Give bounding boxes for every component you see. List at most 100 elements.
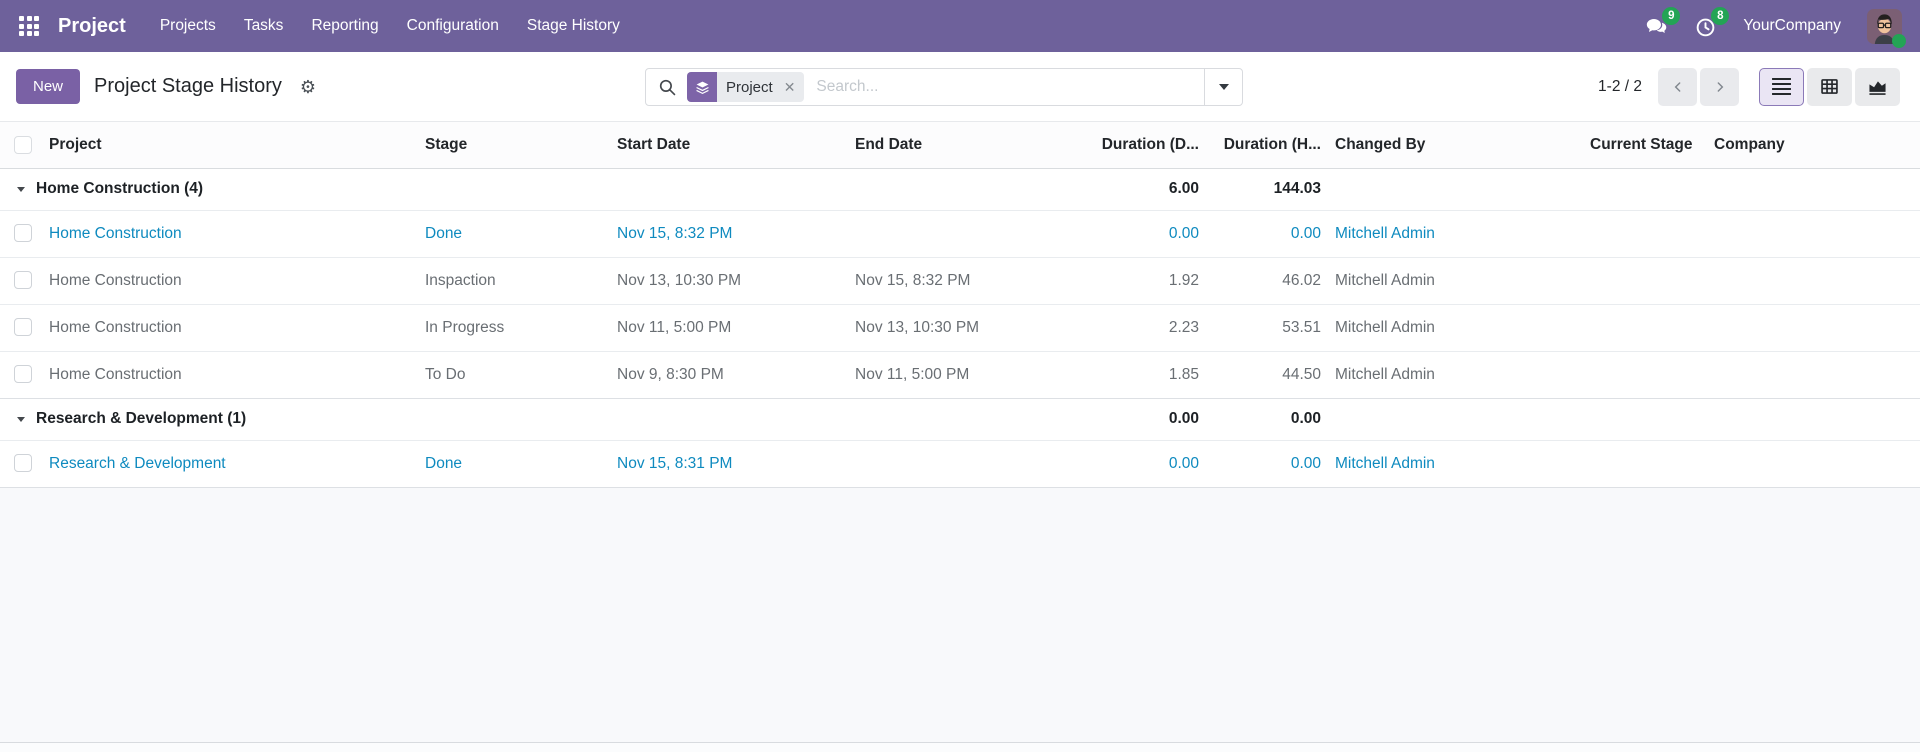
column-header-project[interactable]: Project (40, 122, 416, 169)
column-header-company[interactable]: Company (1705, 122, 1920, 169)
cell-current-stage[interactable] (1581, 304, 1705, 351)
cell-start-date[interactable]: Nov 11, 5:00 PM (617, 318, 732, 336)
activities-button[interactable]: 8 (1694, 6, 1730, 38)
pager-previous-button[interactable] (1658, 67, 1697, 106)
messages-badge: 9 (1662, 6, 1681, 25)
row-checkbox[interactable] (14, 224, 32, 243)
app-name[interactable]: Project (58, 14, 126, 37)
cell-company[interactable] (1705, 440, 1920, 487)
pager-range[interactable]: 1-2 / 2 (1598, 77, 1642, 95)
cell-start-date[interactable]: Nov 15, 8:32 PM (617, 224, 733, 242)
cell-duration-days[interactable]: 0.00 (1168, 224, 1199, 242)
cell-project[interactable]: Home Construction (49, 224, 182, 242)
view-switcher (1759, 67, 1900, 106)
cell-project[interactable]: Home Construction (49, 365, 182, 383)
group-toggle[interactable]: Home Construction (4) (0, 168, 1043, 210)
column-header-duration-days[interactable]: Duration (D... (1043, 122, 1204, 169)
cell-duration-hours[interactable]: 0.00 (1290, 454, 1321, 472)
cell-start-date[interactable]: Nov 13, 10:30 PM (617, 271, 742, 289)
column-header-changed-by[interactable]: Changed By (1326, 122, 1581, 169)
cell-duration-hours[interactable]: 0.00 (1290, 224, 1321, 242)
cell-company[interactable] (1705, 257, 1920, 304)
nav-item-reporting[interactable]: Reporting (311, 17, 379, 34)
cell-duration-days[interactable]: 0.00 (1168, 454, 1199, 472)
cell-start-date[interactable]: Nov 15, 8:31 PM (617, 454, 733, 472)
column-header-end-date[interactable]: End Date (846, 122, 1043, 169)
nav-item-stage-history[interactable]: Stage History (526, 17, 620, 34)
cell-current-stage[interactable] (1581, 210, 1705, 257)
cell-changed-by[interactable]: Mitchell Admin (1335, 224, 1435, 242)
cell-project[interactable]: Home Construction (49, 271, 182, 289)
list-view-button[interactable] (1759, 67, 1804, 106)
search-input[interactable] (816, 78, 1204, 96)
cell-duration-days[interactable]: 1.85 (1168, 365, 1199, 383)
cell-changed-by[interactable]: Mitchell Admin (1335, 318, 1435, 336)
cell-changed-by[interactable]: Mitchell Admin (1335, 271, 1435, 289)
settings-gear-icon[interactable]: ⚙ (299, 76, 317, 97)
chat-icon (1647, 18, 1667, 33)
group-toggle[interactable]: Research & Development (1) (0, 398, 1043, 440)
new-button[interactable]: New (16, 69, 81, 104)
cell-changed-by[interactable]: Mitchell Admin (1335, 454, 1435, 472)
grid-icon (19, 16, 39, 36)
select-all-checkbox-cell (0, 122, 40, 169)
cell-stage[interactable]: In Progress (425, 318, 505, 336)
company-switcher[interactable]: YourCompany (1743, 17, 1841, 34)
row-checkbox[interactable] (14, 271, 32, 290)
search-options-toggle[interactable] (1204, 69, 1242, 105)
table-row[interactable]: Home Construction Inspaction Nov 13, 10:… (0, 257, 1920, 304)
messages-button[interactable]: 9 (1645, 6, 1681, 38)
cell-end-date[interactable] (846, 440, 1043, 487)
pivot-icon (1821, 79, 1838, 94)
nav-item-configuration[interactable]: Configuration (406, 17, 499, 34)
table-row[interactable]: Home Construction In Progress Nov 11, 5:… (0, 304, 1920, 351)
nav-item-tasks[interactable]: Tasks (243, 17, 284, 34)
cell-stage[interactable]: Done (425, 224, 463, 242)
cell-current-stage[interactable] (1581, 440, 1705, 487)
facet-remove-icon[interactable]: ✕ (782, 79, 805, 96)
cell-end-date[interactable]: Nov 11, 5:00 PM (855, 365, 970, 383)
cell-stage[interactable]: Inspaction (425, 271, 496, 289)
cell-project[interactable]: Research & Development (49, 454, 226, 472)
cell-project[interactable]: Home Construction (49, 318, 182, 336)
column-header-duration-hours[interactable]: Duration (H... (1204, 122, 1326, 169)
column-header-start-date[interactable]: Start Date (608, 122, 846, 169)
cell-end-date[interactable]: Nov 15, 8:32 PM (855, 271, 971, 289)
table-row[interactable]: Research & Development Done Nov 15, 8:31… (0, 440, 1920, 487)
cell-duration-hours[interactable]: 53.51 (1282, 318, 1321, 336)
cell-end-date[interactable] (846, 210, 1043, 257)
row-checkbox[interactable] (14, 454, 32, 473)
cell-stage[interactable]: To Do (425, 365, 466, 383)
cell-company[interactable] (1705, 304, 1920, 351)
pivot-view-button[interactable] (1807, 67, 1852, 106)
cell-duration-hours[interactable]: 46.02 (1282, 271, 1321, 289)
cell-duration-days[interactable]: 2.23 (1168, 318, 1199, 336)
horizontal-scrollbar-track[interactable] (0, 742, 1920, 752)
cell-end-date[interactable]: Nov 13, 10:30 PM (855, 318, 980, 336)
select-all-checkbox[interactable] (14, 135, 32, 154)
clock-icon (1697, 18, 1715, 36)
cell-current-stage[interactable] (1581, 351, 1705, 398)
row-checkbox[interactable] (14, 365, 32, 384)
table-row[interactable]: Home Construction To Do Nov 9, 8:30 PM N… (0, 351, 1920, 398)
cell-company[interactable] (1705, 351, 1920, 398)
cell-duration-days[interactable]: 1.92 (1168, 271, 1199, 289)
apps-menu-button[interactable] (12, 9, 46, 43)
nav-item-projects[interactable]: Projects (159, 17, 216, 34)
column-header-current-stage[interactable]: Current Stage (1581, 122, 1705, 169)
table-row[interactable]: Home Construction Done Nov 15, 8:32 PM 0… (0, 210, 1920, 257)
pager-next-button[interactable] (1700, 67, 1739, 106)
chevron-left-icon (1674, 81, 1680, 92)
row-checkbox[interactable] (14, 318, 32, 337)
cell-duration-hours[interactable]: 44.50 (1282, 365, 1321, 383)
column-header-stage[interactable]: Stage (416, 122, 608, 169)
cell-start-date[interactable]: Nov 9, 8:30 PM (617, 365, 724, 383)
cell-stage[interactable]: Done (425, 454, 463, 472)
graph-view-button[interactable] (1855, 67, 1900, 106)
cell-current-stage[interactable] (1581, 257, 1705, 304)
cell-company[interactable] (1705, 210, 1920, 257)
group-total-duration-hours: 144.03 (1273, 180, 1321, 197)
cell-changed-by[interactable]: Mitchell Admin (1335, 365, 1435, 383)
user-avatar[interactable] (1867, 8, 1906, 48)
group-row: Home Construction (4) 6.00 144.03 (0, 168, 1920, 210)
